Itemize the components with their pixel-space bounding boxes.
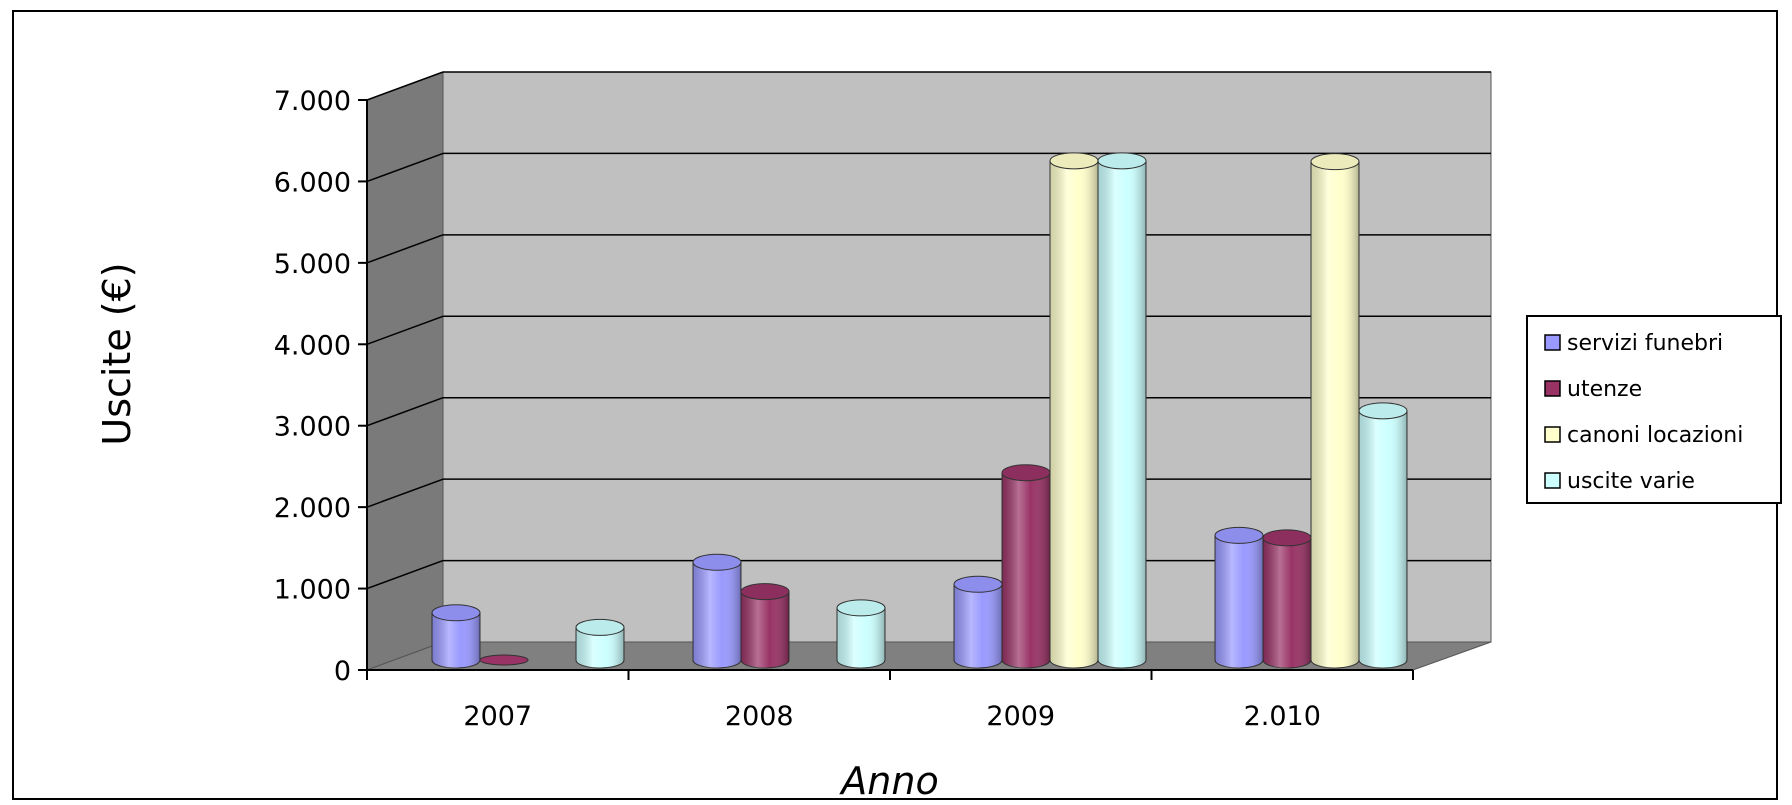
- bar-top: [575, 618, 625, 636]
- bar-shade: [954, 584, 1002, 668]
- side-wall: [366, 71, 444, 671]
- bar-top: [953, 575, 1003, 593]
- y-tick-label: 0: [334, 656, 351, 687]
- gridline-side: [366, 152, 444, 183]
- bar-shade: [432, 612, 480, 668]
- y-ticks: 0 1.000 2.000 3.000 4.000 5.000 6.000 7.000: [274, 86, 367, 687]
- bar-shade: [1359, 410, 1407, 668]
- bar-top: [692, 553, 742, 571]
- bar: [740, 583, 790, 669]
- bar: [1049, 152, 1099, 669]
- bar-top: [431, 604, 481, 622]
- bar: [836, 599, 886, 669]
- bar-shade: [1050, 160, 1098, 669]
- y-tick-label: 2.000: [274, 493, 351, 524]
- bar-top: [836, 599, 886, 617]
- gridline-side: [366, 71, 444, 101]
- bar-top: [1262, 529, 1312, 547]
- bar-top: [1001, 464, 1051, 482]
- y-tick-label: 3.000: [274, 412, 351, 443]
- x-tick-label: 2008: [725, 701, 794, 732]
- bar: [1001, 464, 1051, 669]
- legend-label: servizi funebri: [1567, 331, 1723, 356]
- bar: [953, 575, 1003, 669]
- x-ticks: 2007 2008 2009 2.010: [366, 670, 1414, 732]
- legend-label: utenze: [1567, 377, 1642, 402]
- bar-shade: [1098, 160, 1146, 669]
- legend-label: uscite varie: [1567, 469, 1695, 494]
- x-axis-title: Anno: [838, 759, 938, 803]
- bar: [479, 654, 529, 666]
- bar: [1214, 526, 1264, 669]
- bar: [575, 618, 625, 669]
- bar-top: [1049, 152, 1099, 170]
- bar-shade: [693, 562, 741, 668]
- y-tick-label: 6.000: [274, 167, 351, 198]
- y-tick-label: 1.000: [274, 575, 351, 606]
- bar-shade: [1311, 161, 1359, 668]
- bar-top: [1310, 153, 1360, 171]
- bar-top: [1214, 526, 1264, 544]
- bar-shade: [1002, 472, 1050, 668]
- legend: servizi funebri utenze canoni locazioni usc…: [1526, 315, 1782, 504]
- gridline-side: [366, 315, 444, 345]
- bar: [1262, 529, 1312, 669]
- x-tick-label: 2.010: [1244, 701, 1321, 732]
- legend-swatch: [1544, 426, 1561, 443]
- gridline-side: [366, 397, 444, 427]
- bar-shade: [1215, 535, 1263, 668]
- bar-shade: [741, 591, 789, 668]
- legend-swatch: [1544, 334, 1561, 351]
- bar-top: [740, 583, 790, 601]
- bars: [431, 152, 1408, 669]
- bar: [1358, 402, 1408, 669]
- bar: [692, 553, 742, 669]
- bar-shade: [576, 627, 624, 668]
- y-tick-label: 5.000: [274, 249, 351, 280]
- gridline-side: [366, 478, 444, 508]
- bar-top: [1358, 402, 1408, 420]
- bar: [1097, 152, 1147, 669]
- bar: [1310, 153, 1360, 669]
- bar-top: [1097, 152, 1147, 170]
- gridline-side: [366, 234, 444, 264]
- gridline-side: [366, 559, 444, 590]
- legend-swatch: [1544, 380, 1561, 397]
- x-tick-label: 2009: [986, 701, 1055, 732]
- y-tick-label: 4.000: [274, 330, 351, 361]
- x-tick-label: 2007: [463, 701, 532, 732]
- legend-label: canoni locazioni: [1567, 423, 1743, 448]
- bar-shade: [1263, 537, 1311, 668]
- y-axis-title: Uscite (€): [95, 262, 139, 445]
- legend-swatch: [1544, 472, 1561, 489]
- y-tick-label: 7.000: [274, 86, 351, 117]
- legend-box: [1526, 315, 1782, 504]
- bar-shade: [837, 607, 885, 668]
- bar: [431, 604, 481, 669]
